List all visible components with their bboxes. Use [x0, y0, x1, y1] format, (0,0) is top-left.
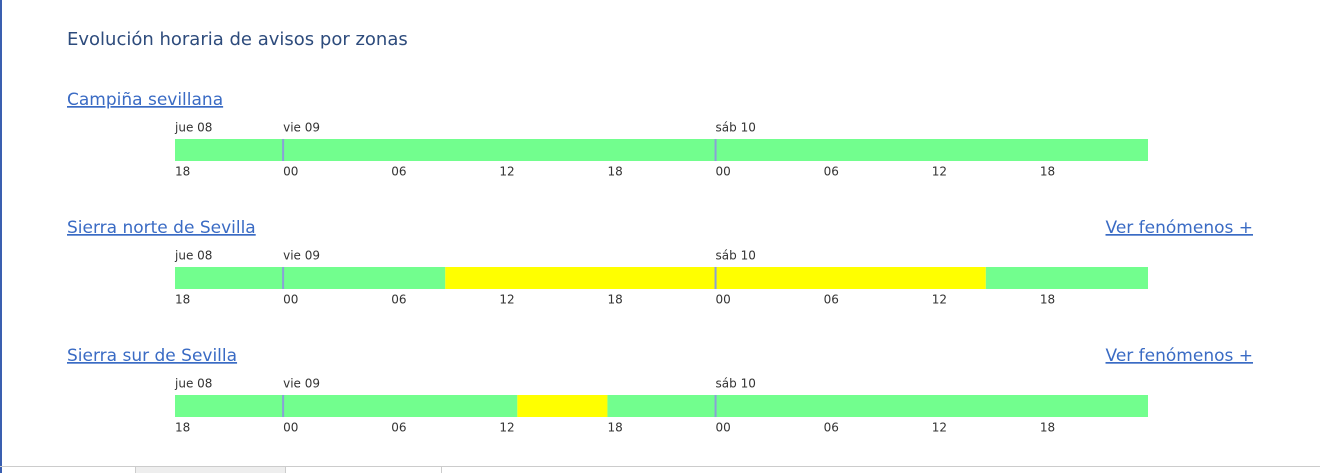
day-label: sáb 10 [716, 249, 756, 263]
day-label: jue 08 [174, 377, 212, 391]
zone-link[interactable]: Campiña sevillana [67, 90, 223, 110]
day-label: sáb 10 [716, 121, 756, 135]
hour-label: 00 [283, 421, 298, 435]
hour-label: 00 [283, 165, 298, 179]
hour-label: 06 [391, 165, 406, 179]
warning-segment [175, 139, 1148, 161]
hour-label: 18 [175, 421, 190, 435]
hour-label: 00 [716, 293, 731, 307]
warning-segment [607, 395, 1148, 417]
hour-label: 00 [716, 165, 731, 179]
hour-label: 18 [1040, 421, 1055, 435]
hour-label: 12 [932, 293, 947, 307]
day-marker [714, 139, 717, 161]
day-marker [282, 267, 285, 289]
hour-label: 12 [932, 165, 947, 179]
hour-label: 06 [824, 165, 839, 179]
zone-link[interactable]: Sierra norte de Sevilla [67, 218, 256, 238]
zone-link[interactable]: Sierra sur de Sevilla [67, 346, 237, 366]
day-label: jue 08 [174, 249, 212, 263]
hour-label: 12 [499, 165, 514, 179]
hour-label: 06 [391, 421, 406, 435]
hour-label: 18 [607, 293, 622, 307]
section-title: Evolución horaria de avisos por zonas [67, 29, 408, 50]
phenomena-link[interactable]: Ver fenómenos + [1106, 218, 1253, 238]
day-label: vie 09 [283, 121, 320, 135]
hour-label: 06 [391, 293, 406, 307]
hour-label: 18 [607, 421, 622, 435]
phenomena-link[interactable]: Ver fenómenos + [1106, 346, 1253, 366]
day-marker [714, 267, 717, 289]
hour-label: 00 [283, 293, 298, 307]
day-label: jue 08 [174, 121, 212, 135]
hour-label: 12 [499, 421, 514, 435]
hour-label: 18 [175, 165, 190, 179]
day-label: vie 09 [283, 377, 320, 391]
warning-segment [175, 267, 446, 289]
day-marker [282, 395, 285, 417]
day-marker [714, 395, 717, 417]
hour-label: 18 [607, 165, 622, 179]
warning-segment [985, 267, 1148, 289]
day-label: sáb 10 [716, 377, 756, 391]
warning-segment [517, 395, 608, 417]
left-border [0, 0, 2, 473]
day-marker [282, 139, 285, 161]
hour-label: 18 [1040, 293, 1055, 307]
hour-label: 12 [932, 421, 947, 435]
hour-label: 00 [716, 421, 731, 435]
hour-label: 06 [824, 421, 839, 435]
hour-label: 18 [175, 293, 190, 307]
hour-label: 12 [499, 293, 514, 307]
tab[interactable] [135, 467, 285, 473]
hour-label: 18 [1040, 165, 1055, 179]
warning-segment [175, 395, 518, 417]
hour-label: 06 [824, 293, 839, 307]
day-label: vie 09 [283, 249, 320, 263]
